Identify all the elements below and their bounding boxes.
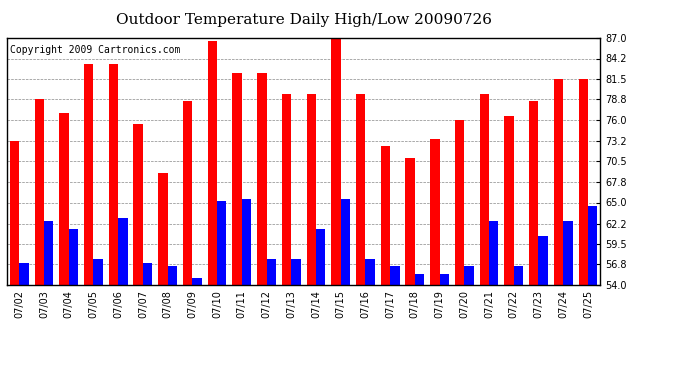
Bar	[69, 229, 78, 285]
Bar	[168, 266, 177, 285]
Bar	[266, 259, 276, 285]
Bar	[578, 79, 588, 285]
Bar	[291, 259, 301, 285]
Bar	[538, 236, 548, 285]
Bar	[208, 41, 217, 285]
Bar	[331, 34, 341, 285]
Bar	[257, 74, 266, 285]
Bar	[44, 221, 53, 285]
Text: Outdoor Temperature Daily High/Low 20090726: Outdoor Temperature Daily High/Low 20090…	[116, 13, 491, 27]
Bar	[183, 101, 193, 285]
Bar	[93, 259, 103, 285]
Bar	[480, 94, 489, 285]
Bar	[440, 274, 449, 285]
Bar	[34, 99, 44, 285]
Bar	[430, 139, 440, 285]
Bar	[514, 266, 523, 285]
Bar	[59, 112, 69, 285]
Bar	[390, 266, 400, 285]
Bar	[19, 262, 29, 285]
Bar	[158, 172, 168, 285]
Bar	[241, 199, 251, 285]
Bar	[217, 201, 226, 285]
Bar	[588, 206, 598, 285]
Bar	[193, 278, 201, 285]
Bar	[10, 141, 19, 285]
Bar	[109, 64, 118, 285]
Bar	[406, 158, 415, 285]
Bar	[563, 221, 573, 285]
Bar	[415, 274, 424, 285]
Bar	[455, 120, 464, 285]
Bar	[306, 94, 316, 285]
Bar	[554, 79, 563, 285]
Bar	[356, 94, 366, 285]
Bar	[118, 217, 128, 285]
Bar	[316, 229, 326, 285]
Bar	[366, 259, 375, 285]
Bar	[133, 124, 143, 285]
Bar	[341, 199, 350, 285]
Bar	[489, 221, 498, 285]
Bar	[282, 94, 291, 285]
Bar	[504, 116, 514, 285]
Bar	[84, 64, 93, 285]
Bar	[381, 146, 390, 285]
Bar	[233, 74, 241, 285]
Bar	[464, 266, 474, 285]
Bar	[529, 101, 538, 285]
Text: Copyright 2009 Cartronics.com: Copyright 2009 Cartronics.com	[10, 45, 180, 55]
Bar	[143, 262, 152, 285]
